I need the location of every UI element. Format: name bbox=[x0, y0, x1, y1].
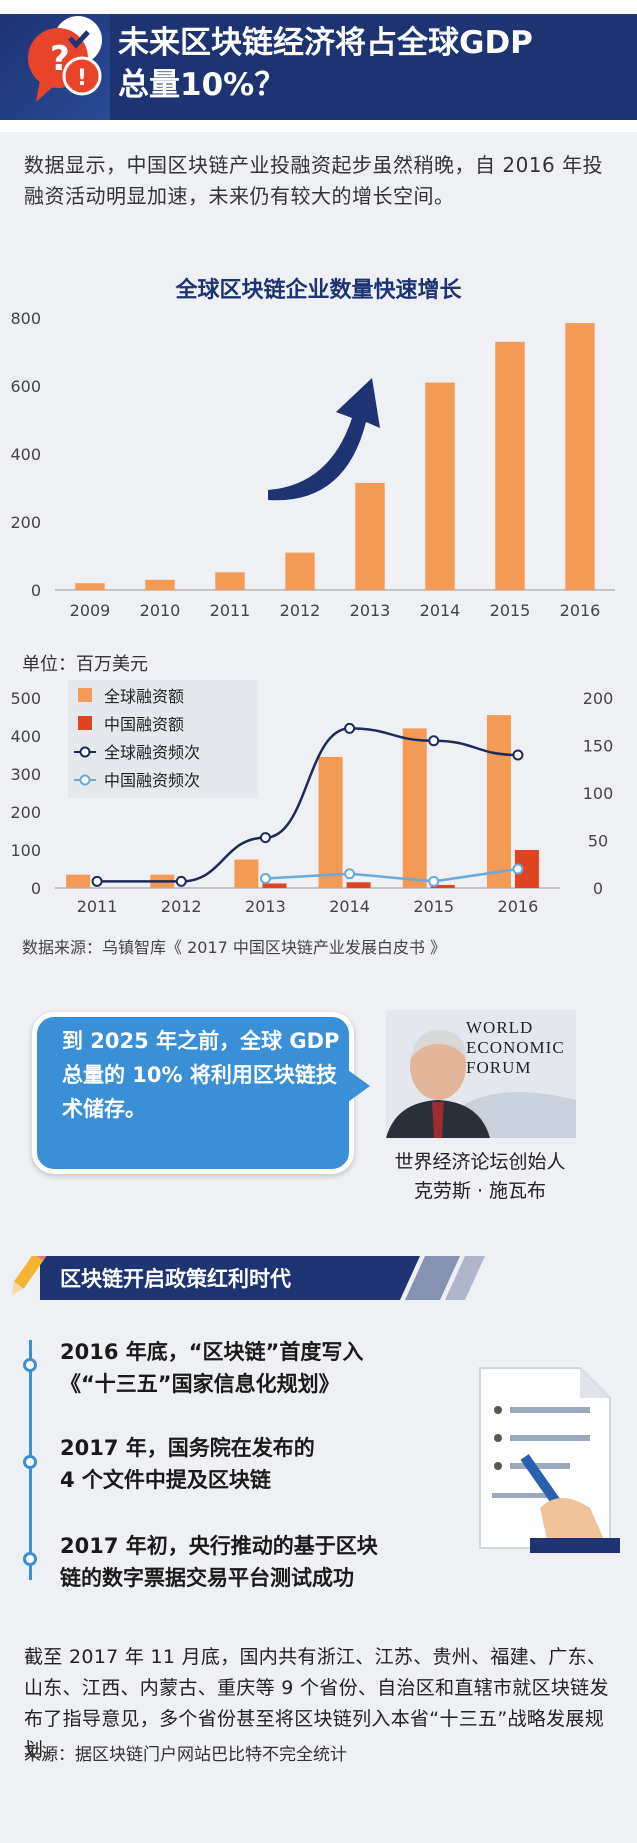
y-left-tick-label: 0 bbox=[31, 879, 41, 898]
bar bbox=[495, 341, 525, 590]
legend-marker bbox=[79, 774, 91, 786]
summary-source: 来源：据区块链门户网站巴比特不完全统计 bbox=[24, 1745, 347, 1765]
x-tick-label: 2013 bbox=[245, 897, 286, 916]
chart2-svg: 0 100 200 300 400 500 0 50 100 150 200 2011 2012 2013… bbox=[10, 680, 614, 916]
timeline-item-3: 2017 年初，央行推动的基于区块 链的数字票据交易平台测试成功 bbox=[60, 1534, 378, 1590]
line-point bbox=[512, 749, 524, 761]
line-point bbox=[428, 875, 440, 887]
legend-swatch bbox=[78, 716, 92, 730]
legend-label: 全球融资频次 bbox=[104, 743, 200, 762]
line-point bbox=[175, 875, 187, 887]
document-pen-icon bbox=[479, 1367, 620, 1553]
y-left-tick-label: 200 bbox=[10, 803, 41, 822]
line-china-frequency bbox=[265, 867, 519, 883]
y-right-tick-label: 200 bbox=[583, 689, 614, 708]
quote-tail bbox=[348, 1070, 370, 1102]
x-tick-label: 2011 bbox=[210, 601, 251, 620]
bar bbox=[355, 482, 385, 590]
title-line-1: 未来区块链经济将占全球GDP bbox=[118, 25, 533, 61]
quote-text: 到 2025 年之前，全球 GDP 总量的 10% 将利用区块链技术储存。 bbox=[62, 1029, 340, 1121]
y-left-tick-label: 500 bbox=[10, 689, 41, 708]
bar bbox=[75, 583, 105, 590]
y-left-tick-label: 300 bbox=[10, 765, 41, 784]
bar bbox=[145, 579, 175, 590]
y-tick-label: 400 bbox=[10, 445, 41, 464]
legend-label: 全球融资额 bbox=[104, 687, 184, 706]
bar-global-funding bbox=[402, 728, 427, 888]
title-line-2: 总量10%？ bbox=[118, 67, 286, 103]
x-tick-label: 2014 bbox=[420, 601, 461, 620]
legend-swatch bbox=[78, 688, 92, 702]
x-tick-label: 2015 bbox=[413, 897, 454, 916]
line-point bbox=[512, 863, 524, 875]
y-tick-label: 200 bbox=[10, 513, 41, 532]
line-point bbox=[259, 873, 271, 884]
x-tick-label: 2011 bbox=[77, 897, 118, 916]
speech-bubbles-icon: ? ! bbox=[28, 16, 102, 102]
svg-text:!: ! bbox=[77, 66, 87, 91]
chart1-svg: 0 200 400 600 800 2009 2010 2011 2012 2013 2014 201… bbox=[10, 309, 615, 620]
x-tick-label: 2010 bbox=[140, 601, 181, 620]
x-tick-label: 2012 bbox=[161, 897, 202, 916]
summary-paragraph: 截至 2017 年 11 月底，国内共有浙江、江苏、贵州、福建、广东、山东、江西… bbox=[24, 1646, 609, 1761]
x-tick-label: 2015 bbox=[490, 601, 531, 620]
line-point bbox=[344, 722, 356, 734]
timeline-item-2: 2017 年，国务院在发布的 4 个文件中提及区块链 bbox=[60, 1436, 315, 1492]
bar-china-funding bbox=[262, 883, 287, 888]
section-title: 区块链开启政策红利时代 bbox=[60, 1267, 291, 1291]
person-caption: 世界经济论坛创始人 克劳斯 · 施瓦布 bbox=[394, 1151, 566, 1202]
intro-paragraph: 数据显示，中国区块链产业投融资起步虽然稍晚，自 2016 年投融资活动明显加速，… bbox=[24, 153, 604, 208]
legend-background bbox=[68, 680, 258, 798]
section-banner bbox=[11, 1256, 485, 1300]
pencil-icon bbox=[11, 1256, 47, 1295]
line-point bbox=[91, 875, 103, 887]
timeline-dot bbox=[23, 1455, 37, 1469]
legend-marker bbox=[79, 746, 91, 758]
y-right-tick-label: 100 bbox=[583, 784, 614, 803]
chart2-source: 数据来源：乌镇智库《 2017 中国区块链产业发展白皮书 》 bbox=[22, 938, 446, 957]
y-right-tick-label: 0 bbox=[593, 879, 603, 898]
bar bbox=[425, 382, 455, 590]
y-right-tick-label: 150 bbox=[583, 737, 614, 756]
y-tick-label: 0 bbox=[31, 581, 41, 600]
bar-global-funding bbox=[234, 859, 259, 888]
portrait-photo bbox=[386, 1010, 576, 1138]
y-left-tick-label: 100 bbox=[10, 841, 41, 860]
growth-arrow-icon bbox=[268, 378, 380, 501]
quote-box bbox=[32, 1012, 354, 1174]
bar-china-funding bbox=[346, 882, 371, 888]
y-right-tick-label: 50 bbox=[588, 832, 608, 851]
legend-label: 中国融资频次 bbox=[104, 771, 200, 790]
timeline-item-1: 2016 年底，“区块链”首度写入 《“十三五”国家信息化规划》 bbox=[60, 1340, 364, 1396]
page-title: 未来区块链经济将占全球GDP 总量10%？ bbox=[118, 22, 628, 106]
line-point bbox=[428, 735, 440, 747]
bar-china-funding bbox=[430, 884, 455, 888]
bar bbox=[565, 323, 595, 590]
bar-global-funding bbox=[66, 874, 91, 888]
x-tick-label: 2016 bbox=[560, 601, 601, 620]
y-tick-label: 600 bbox=[10, 377, 41, 396]
x-tick-label: 2012 bbox=[280, 601, 321, 620]
line-point bbox=[259, 832, 271, 844]
timeline-dot bbox=[23, 1552, 37, 1566]
bar bbox=[215, 572, 245, 590]
x-tick-label: 2016 bbox=[498, 897, 539, 916]
chart2-unit: 单位：百万美元 bbox=[22, 654, 148, 675]
bar-global-funding bbox=[486, 715, 511, 888]
wef-logo: WORLD ECONOMIC FORUM bbox=[466, 1018, 565, 1077]
y-left-tick-label: 400 bbox=[10, 727, 41, 746]
legend-label: 中国融资额 bbox=[104, 715, 184, 734]
bar-global-funding bbox=[318, 756, 343, 888]
x-tick-label: 2013 bbox=[350, 601, 391, 620]
line-point bbox=[344, 868, 356, 880]
svg-text:?: ? bbox=[50, 39, 70, 79]
timeline-dot bbox=[23, 1358, 37, 1372]
x-tick-label: 2014 bbox=[329, 897, 370, 916]
x-tick-label: 2009 bbox=[70, 601, 111, 620]
header: ? ! 未来区块链经济将占全球GDP 总量10%？ bbox=[0, 0, 637, 132]
y-tick-label: 800 bbox=[10, 309, 41, 328]
bar bbox=[285, 552, 315, 590]
chart1-title: 全球区块链企业数量快速增长 bbox=[175, 278, 462, 303]
